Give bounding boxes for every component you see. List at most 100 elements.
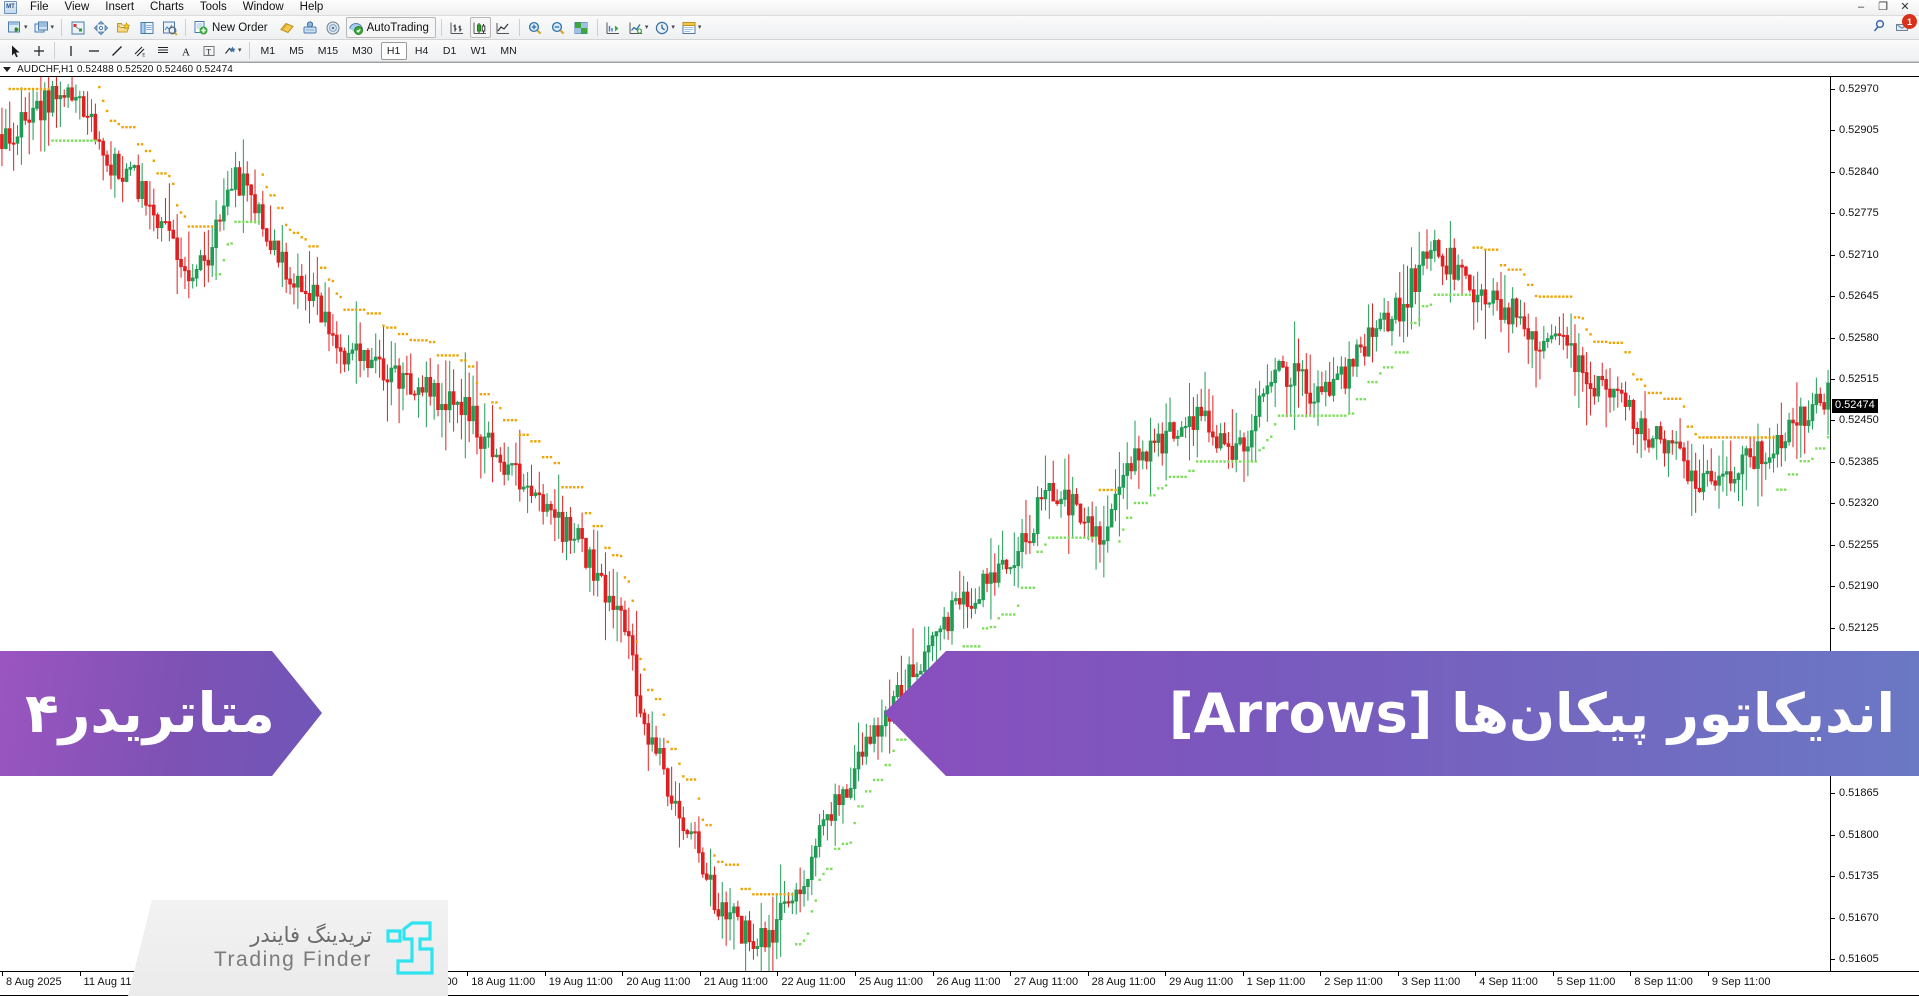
menu-charts[interactable]: Charts	[150, 0, 184, 13]
market-watch-icon	[71, 21, 85, 34]
notification-badge: 1	[1902, 14, 1917, 29]
templates-icon	[682, 21, 696, 34]
market-watch-button[interactable]	[67, 17, 88, 38]
timeframe-mn[interactable]: MN	[500, 44, 517, 57]
autotrading-button[interactable]: AutoTrading	[345, 17, 436, 38]
timeframe-m5[interactable]: M5	[289, 44, 304, 57]
price-axis[interactable]: 0.52970 0.52905 0.52840 0.52775 0.52710 0.526…	[1830, 77, 1919, 971]
horizontal-line-tool[interactable]	[83, 40, 104, 61]
cursor-tool[interactable]	[5, 40, 26, 61]
candlestick-chart-button[interactable]	[469, 17, 491, 38]
metaeditor-button[interactable]	[277, 17, 298, 38]
crosshair-icon	[33, 45, 44, 56]
svg-text:E: E	[142, 53, 145, 57]
timeframe-m15[interactable]: M15	[317, 44, 339, 57]
price-series-svg	[0, 77, 1830, 971]
bar-chart-button[interactable]	[447, 17, 468, 38]
text-label-tool[interactable]: T	[198, 40, 219, 61]
timeframe-d1[interactable]: D1	[442, 44, 457, 57]
auto-scroll-button[interactable]	[603, 17, 624, 38]
candlestick-chart-icon	[473, 22, 487, 34]
toolbar-separator	[518, 19, 520, 36]
vertical-line-icon	[69, 45, 72, 56]
fibonacci-icon	[157, 46, 168, 53]
current-price-label: 0.52474	[1832, 399, 1878, 414]
text-label-icon: T	[203, 45, 214, 56]
indicators-button[interactable]: ▾	[626, 17, 651, 38]
close-button[interactable]: ✕	[1900, 1, 1910, 13]
logo-text-fa: تریدینگ فایندر	[250, 923, 372, 948]
new-order-label: New Order	[212, 21, 268, 34]
horizontal-line-icon	[88, 49, 99, 52]
toolbar-separator	[440, 19, 442, 36]
new-order-icon	[194, 20, 208, 34]
mql5-community-button[interactable]	[323, 17, 344, 38]
zoom-out-icon	[552, 21, 565, 34]
timeframe-w1[interactable]: W1	[470, 44, 487, 57]
chart-grid-icon	[574, 21, 588, 34]
banner-right: اندیکاتور پیکان‌ها [Arrows]	[884, 651, 1919, 776]
data-window-icon	[93, 20, 108, 35]
new-order-button[interactable]: New Order	[191, 17, 275, 38]
timeframe-h1[interactable]: H1	[380, 41, 407, 60]
auto-scroll-icon	[606, 22, 620, 34]
periods-clock-icon	[656, 21, 669, 34]
trendline-tool[interactable]	[106, 40, 127, 61]
terminal-icon	[140, 21, 154, 34]
window-controls: – ❐ ✕	[1850, 0, 1916, 16]
metaeditor-icon	[280, 22, 294, 33]
menu-file[interactable]: File	[30, 0, 49, 13]
logo-text-group: تریدینگ فایندر Trading Finder	[214, 923, 372, 972]
timeframe-m30[interactable]: M30	[352, 44, 373, 57]
equidistant-channel-tool[interactable]: E	[129, 40, 150, 61]
restore-button[interactable]: ❐	[1878, 1, 1888, 13]
fibonacci-retracement-tool[interactable]	[152, 40, 173, 61]
templates-button[interactable]: ▾	[679, 17, 704, 38]
navigator-star-icon	[116, 21, 130, 32]
vertical-line-tool[interactable]	[60, 40, 81, 61]
periods-button[interactable]: ▾	[652, 17, 677, 38]
menu-view[interactable]: View	[64, 0, 90, 13]
toolbar-separator	[596, 19, 598, 36]
banner-right-text: اندیکاتور پیکان‌ها [Arrows]	[1168, 681, 1895, 745]
shapes-icon	[225, 46, 236, 54]
strategy-tester-icon	[162, 21, 178, 36]
mql5-community-icon	[326, 21, 340, 34]
zoom-out-button[interactable]	[548, 17, 569, 38]
new-chart-icon	[8, 21, 20, 32]
menu-window[interactable]: Window	[242, 0, 284, 13]
svg-text:T: T	[206, 47, 211, 56]
chart-plot-area[interactable]	[0, 77, 1830, 971]
chart-symbol-bar: AUDCHF,H1 0.52488 0.52520 0.52460 0.5247…	[0, 63, 1919, 76]
menu-tools[interactable]: Tools	[199, 0, 227, 13]
search-icon[interactable]	[1871, 18, 1887, 34]
expert-advisors-button[interactable]	[300, 17, 321, 38]
data-window-button[interactable]	[90, 17, 111, 38]
chart-frame: 0.52970 0.52905 0.52840 0.52775 0.52710 0.526…	[0, 76, 1919, 996]
text-a-icon: A	[182, 46, 190, 58]
zoom-in-button[interactable]	[525, 17, 546, 38]
profiles-button[interactable]: ▾	[32, 17, 57, 38]
strategy-tester-button[interactable]	[159, 17, 180, 38]
expert-advisors-icon	[303, 20, 317, 33]
mt4-logo-icon: MT	[4, 1, 17, 14]
shapes-tool[interactable]: ▾	[221, 40, 244, 61]
menu-help[interactable]: Help	[299, 0, 324, 13]
chart-shift-button[interactable]	[571, 17, 592, 38]
collapse-icon[interactable]	[3, 67, 11, 72]
minimize-button[interactable]: –	[1857, 1, 1865, 13]
crosshair-tool[interactable]	[28, 40, 49, 61]
logo-text-en: Trading Finder	[213, 948, 372, 972]
timeframe-h4[interactable]: H4	[414, 44, 429, 57]
terminal-button[interactable]	[136, 17, 157, 38]
main-toolbar: ▾ ▾	[0, 14, 1919, 40]
navigator-button[interactable]	[113, 17, 134, 38]
timeframe-m1[interactable]: M1	[260, 44, 276, 57]
notifications-button[interactable]: 1	[1895, 14, 1917, 34]
autotrading-label: AutoTrading	[366, 21, 429, 34]
menu-insert[interactable]: Insert	[105, 0, 135, 13]
new-chart-button[interactable]: ▾	[5, 17, 30, 38]
line-chart-button[interactable]	[493, 17, 514, 38]
text-tool[interactable]: A	[175, 40, 196, 61]
